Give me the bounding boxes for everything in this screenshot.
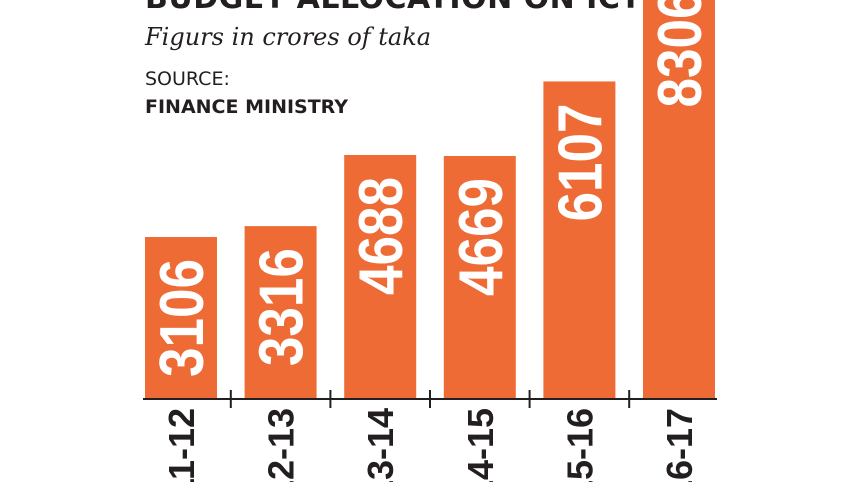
source-name: FINANCE MINISTRY bbox=[145, 96, 349, 118]
x-tick-label: 16-17 bbox=[659, 408, 700, 482]
bar-value-label: 3316 bbox=[248, 248, 317, 366]
bar-value-label: 3106 bbox=[148, 259, 217, 377]
bar bbox=[443, 155, 516, 398]
bar-value-label: 8306 bbox=[646, 0, 715, 107]
chart-title: BUDGET ALLOCATION ON ICT bbox=[145, 0, 641, 16]
chart-subtitle: Figurs in crores of taka bbox=[145, 23, 432, 51]
source-label: SOURCE: bbox=[145, 68, 230, 90]
bar bbox=[643, 0, 715, 398]
x-tick-label: 12-13 bbox=[261, 408, 302, 482]
x-tick-label: 15-16 bbox=[559, 408, 600, 482]
bar-value-label: 6107 bbox=[546, 103, 615, 221]
bar-value-label: 4688 bbox=[347, 177, 416, 295]
bar bbox=[344, 154, 417, 398]
x-tick-label: 14-15 bbox=[460, 408, 501, 482]
bar-value-label: 4669 bbox=[447, 178, 516, 296]
bar bbox=[145, 237, 217, 398]
bar bbox=[543, 81, 616, 398]
x-tick-label: 11-12 bbox=[161, 408, 202, 482]
bar bbox=[244, 226, 317, 398]
x-tick-label: 13-14 bbox=[360, 408, 401, 482]
